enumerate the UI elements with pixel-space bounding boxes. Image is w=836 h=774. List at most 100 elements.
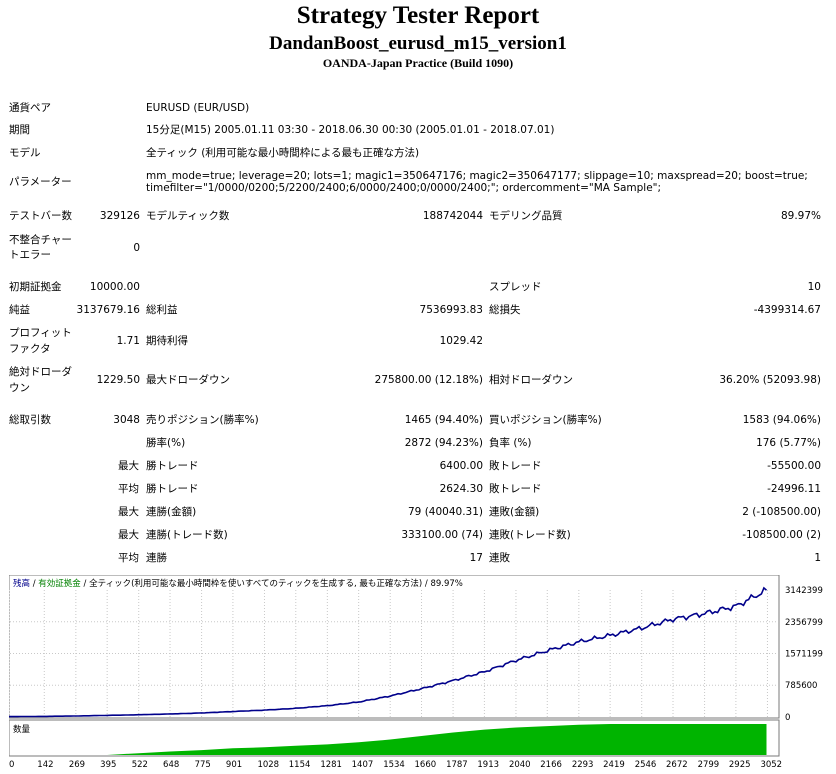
mismatch-value: 0 (133, 242, 140, 254)
rel-drawdown-value: 36.20% (52093.98) (719, 374, 821, 386)
spread-label: スプレッド (489, 281, 542, 293)
y-tick-label: 1571199 (785, 650, 823, 660)
legend-balance: 残高 (13, 578, 30, 589)
x-tick-label: 522 (132, 760, 148, 770)
loss-rate-value: 176 (5.77%) (756, 437, 821, 449)
loss-rate-label: 負率 (%) (489, 437, 532, 449)
period-label: 期間 (9, 124, 30, 136)
largest-loss-value: -55500.00 (767, 460, 821, 472)
short-positions-value: 1465 (94.40%) (404, 414, 483, 426)
deposit-value: 10000.00 (89, 281, 140, 293)
expected-payoff-value: 1029.42 (439, 335, 483, 347)
total-trades-label: 総取引数 (9, 414, 51, 426)
win-rate-value: 2872 (94.23%) (404, 437, 483, 449)
ticks-value: 188742044 (422, 210, 483, 222)
report-title: Strategy Tester Report (296, 2, 540, 29)
legend-description: 全ティック(利用可能な最小時間枠を使いすべてのティックを生成する, 最も正確な方… (89, 578, 463, 589)
symbol-value: EURUSD (EUR/USD) (146, 102, 250, 114)
x-tick-label: 2293 (572, 760, 594, 770)
legend-sep-1: / (30, 579, 38, 589)
expert-name: DandanBoost_eurusd_m15_version1 (269, 33, 567, 54)
spread-value: 10 (807, 281, 821, 293)
y-tick-label: 785600 (785, 681, 817, 691)
x-tick-label: 1028 (257, 760, 279, 770)
long-positions-value: 1583 (94.06%) (742, 414, 821, 426)
x-tick-label: 2799 (698, 760, 720, 770)
largest-profit-value: 6400.00 (439, 460, 483, 472)
x-tick-label: 901 (226, 760, 242, 770)
y-tick-label: 0 (785, 713, 790, 723)
largest-prefix: 最大 (118, 460, 139, 472)
maximal-prefix: 最大 (118, 529, 139, 541)
total-trades-value: 3048 (113, 414, 140, 426)
x-tick-label: 2166 (540, 760, 562, 770)
ticks-label: モデルティック数 (146, 210, 230, 222)
cons-profit-trades-label: 連勝(トレード数) (146, 529, 228, 541)
expected-payoff-label: 期待利得 (146, 335, 188, 347)
abs-drawdown-label-1: 絶対ドローダ (9, 366, 72, 378)
gross-loss-value: -4399314.67 (753, 304, 821, 316)
x-tick-label: 0 (9, 760, 14, 770)
mismatch-label-2: トエラー (9, 249, 51, 261)
x-axis-ticks: 0 142 269 395 522 648 775 901 1028 1154 1281 1407 15… (9, 760, 782, 770)
abs-drawdown-value: 1229.50 (96, 374, 140, 386)
x-tick-label: 1787 (446, 760, 468, 770)
x-tick-label: 2419 (603, 760, 625, 770)
x-tick-label: 1534 (383, 760, 405, 770)
max-drawdown-label: 最大ドローダウン (146, 374, 230, 386)
avg-profit-label: 勝トレード (146, 483, 199, 495)
short-positions-label: 売りポジション(勝率%) (146, 414, 259, 426)
x-tick-label: 269 (69, 760, 85, 770)
x-tick-label: 775 (195, 760, 211, 770)
x-tick-label: 2925 (729, 760, 751, 770)
bars-label: テストバー数 (9, 210, 72, 222)
legend-equity: 有効証拠金 (38, 578, 81, 589)
symbol-label: 通貨ペア (9, 102, 51, 114)
abs-drawdown-label-2: ウン (9, 382, 30, 394)
cons-loss-trades-label: 連敗(トレード数) (489, 529, 571, 541)
largest-profit-label: 勝トレード (146, 460, 199, 472)
net-profit-label: 純益 (9, 304, 30, 316)
params-line-1: mm_mode=true; leverage=20; lots=1; magic… (146, 170, 808, 182)
largest-loss-label: 敗トレード (489, 460, 542, 472)
balance-chart-svg: 残高 / 有効証拠金 / 全ティック(利用可能な最小時間枠を使いすべてのティック… (9, 575, 823, 770)
volume-label: 数量 (13, 724, 31, 735)
x-tick-label: 648 (163, 760, 179, 770)
params-line-2: timefilter="1/0000/0200;5/2200/2400;6/00… (146, 182, 662, 194)
mismatch-label-1: 不整合チャー (9, 234, 72, 246)
x-tick-label: 142 (37, 760, 53, 770)
profit-factor-value: 1.71 (116, 335, 140, 347)
gross-profit-label: 総利益 (146, 304, 178, 316)
cons-losses-money-label: 連敗(金額) (489, 506, 540, 518)
bars-value: 329126 (99, 210, 140, 222)
profit-factor-label-2: ファクタ (9, 343, 51, 355)
volume-area (9, 724, 767, 755)
balance-chart: 残高 / 有効証拠金 / 全ティック(利用可能な最小時間枠を使いすべてのティック… (9, 575, 832, 774)
x-tick-label: 2040 (509, 760, 531, 770)
period-value: 15分足(M15) 2005.01.11 03:30 - 2018.06.30 … (146, 124, 555, 136)
deposit-label: 初期証拠金 (9, 281, 62, 293)
chart-legend: 残高 / 有効証拠金 / 全ティック(利用可能な最小時間枠を使いすべてのティック… (13, 578, 463, 589)
gross-profit-value: 7536993.83 (419, 304, 483, 316)
x-tick-label: 1154 (289, 760, 311, 770)
x-tick-label: 2672 (666, 760, 688, 770)
x-tick-label: 1660 (415, 760, 437, 770)
legend-sep-2: / (81, 579, 89, 589)
avg-wins-label: 連勝 (146, 552, 167, 564)
balance-plot-frame (9, 575, 780, 719)
x-tick-label: 2546 (635, 760, 657, 770)
avg-losses-label: 連敗 (489, 552, 510, 564)
server-build: OANDA-Japan Practice (Build 1090) (322, 56, 514, 70)
net-profit-value: 3137679.16 (76, 304, 140, 316)
x-tick-label: 395 (100, 760, 116, 770)
quality-value: 89.97% (780, 210, 821, 222)
average-prefix: 平均 (118, 483, 139, 495)
model-label: モデル (9, 147, 41, 159)
average-2-prefix: 平均 (118, 552, 139, 564)
x-tick-label: 3052 (760, 760, 782, 770)
rel-drawdown-label: 相対ドローダウン (489, 374, 573, 386)
cons-wins-money-label: 連勝(金額) (146, 506, 197, 518)
chart-grid (9, 590, 778, 717)
x-tick-label: 1407 (352, 760, 374, 770)
x-tick-label: 1913 (477, 760, 499, 770)
